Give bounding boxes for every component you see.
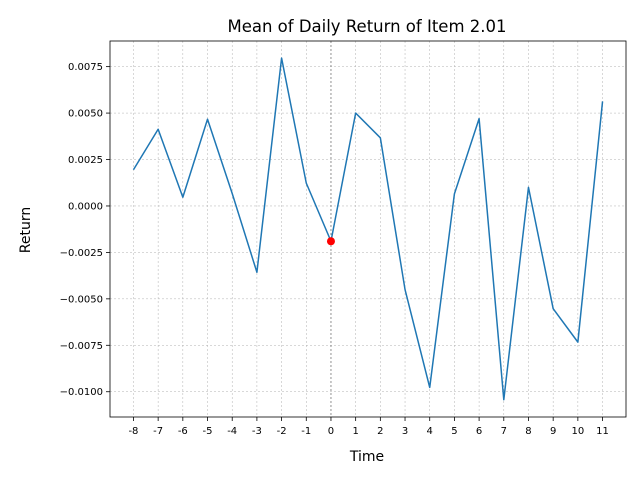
y-tick-label: 0.0000 — [68, 201, 103, 212]
x-tick-label: -5 — [203, 426, 213, 437]
series-line — [132, 57, 604, 401]
grid-layer — [110, 41, 626, 417]
y-tick-label: −0.0100 — [60, 387, 103, 398]
y-axis-label: Return — [18, 207, 34, 253]
x-tick-label: 0 — [328, 426, 334, 437]
x-tick-label: 11 — [596, 426, 609, 437]
y-tick-label: −0.0025 — [60, 248, 103, 259]
x-tick-label: -1 — [301, 426, 311, 437]
y-tick-label: −0.0050 — [60, 294, 103, 305]
x-tick-label: 8 — [525, 426, 531, 437]
x-tick-label: 3 — [402, 426, 408, 437]
x-tick-label: -8 — [128, 426, 138, 437]
x-tick-label: 6 — [476, 426, 482, 437]
x-tick-label: -6 — [178, 426, 188, 437]
y-tick-label: −0.0075 — [60, 341, 103, 352]
x-tick-label: -7 — [153, 426, 163, 437]
y-axis-ticks: −0.0100 −0.0075 −0.0050 −0.0025 0.0000 0.0025… — [60, 62, 110, 398]
x-tick-label: 9 — [550, 426, 556, 437]
x-tick-label: -2 — [277, 426, 287, 437]
y-tick-label: 0.0075 — [68, 62, 103, 73]
x-tick-label: 5 — [451, 426, 457, 437]
x-tick-label: -3 — [252, 426, 262, 437]
x-tick-label: 1 — [352, 426, 358, 437]
x-tick-label: -4 — [227, 426, 237, 437]
x-tick-label: 7 — [501, 426, 507, 437]
plot-frame — [109, 40, 627, 418]
x-tick-label: 10 — [571, 426, 584, 437]
x-tick-label: 4 — [427, 426, 433, 437]
y-tick-label: 0.0050 — [68, 109, 103, 120]
highlight-point — [326, 237, 335, 246]
chart-title: Mean of Daily Return of Item 2.01 — [227, 17, 506, 36]
x-tick-label: 2 — [377, 426, 383, 437]
y-tick-label: 0.0025 — [68, 155, 103, 166]
x-axis-ticks: -8 -7 -6 -5 -4 -3 -2 -1 0 1 2 3 4 5 6 7 8 9 10 11 — [128, 417, 609, 437]
x-axis-label: Time — [349, 449, 384, 465]
